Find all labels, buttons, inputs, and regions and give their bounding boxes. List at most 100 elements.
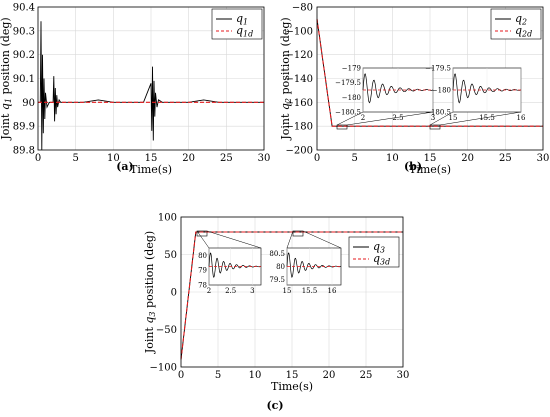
zoom-connector [196,230,210,249]
y-tick-label: 90.2 [13,50,35,61]
legend-entry-1: q3d [373,252,390,267]
x-tick-label: 10 [249,370,262,381]
zoom-connector [439,111,522,126]
chart-1: 0 5 10 15 20 25 30 −200 −180 −160 −140 −120 −100 −80 T… [279,3,549,177]
inset-y-tick-label: −180.5 [335,109,361,117]
inset-x-tick-label: 15.5 [479,114,495,122]
inset-x-tick-label: 2 [207,287,211,295]
legend-box [211,8,263,40]
inset-y-tick-label: 78 [198,282,207,290]
y-tick-label: 90.4 [13,3,35,14]
y-tick-label: 90 [22,98,35,109]
x-tick-label: 20 [461,153,474,164]
inset-x-tick-label: 3 [250,287,254,295]
y-tick-label: 0 [171,288,177,299]
y-tick-label: 100 [158,213,177,224]
legend-box [348,236,400,268]
inset-x-tick-label: 2 [361,114,365,122]
inset-y-tick-label: 80 [276,263,285,271]
zoom-connector [206,230,262,249]
x-tick-label: 25 [360,370,373,381]
inset-series-actual [452,73,522,104]
x-tick-label: 20 [323,370,336,381]
y-tick-label: −100 [286,26,313,37]
y-axis-label: Joint q2 position (deg) [279,17,293,140]
legend-box [490,8,542,40]
inset-y-tick-label: −179.5 [425,65,451,73]
y-tick-label: −50 [156,325,177,336]
y-tick-label: −200 [286,146,313,157]
legend-entry-1: q2d [515,24,532,39]
y-axis-label: Joint q3 position (deg) [143,231,157,354]
x-tick-label: 10 [386,153,399,164]
x-tick-label: 15 [424,153,437,164]
y-axis-label: Joint q1 position (deg) [0,17,13,140]
x-tick-label: 25 [220,153,233,164]
y-tick-label: 89.8 [13,146,35,157]
inset-y-tick-label: −179 [342,65,361,73]
x-tick-label: 0 [178,370,184,381]
x-tick-label: 0 [314,153,320,164]
zoom-box [336,124,348,130]
panel-label: (a) [116,160,134,173]
x-tick-label: 5 [72,153,78,164]
y-tick-label: −180 [286,122,313,133]
inset-0: 2 2.5 3 80 79 78 [196,230,262,295]
inset-0: 2 2.5 3 −179 −179.5 −180 −180.5 [335,65,435,130]
y-tick-label: −120 [286,50,313,61]
inset-x-tick-label: 15.5 [302,287,318,295]
x-tick-label: 5 [215,370,221,381]
x-tick-label: 20 [182,153,195,164]
x-tick-label: 30 [258,153,271,164]
inset-y-tick-label: −180.5 [425,109,451,117]
y-tick-label: −100 [150,363,177,374]
axes-frame [316,6,544,151]
zoom-connector [286,230,294,249]
zoom-box [429,124,441,130]
inset-x-tick-label: 16 [517,114,526,122]
y-tick-label: −140 [286,74,313,85]
zoom-connector [302,230,342,249]
inset-y-tick-label: 80.5 [269,250,285,258]
y-tick-label: −80 [292,3,313,14]
x-axis-label: Time(s) [271,380,313,393]
y-tick-label: 90.3 [13,26,35,37]
y-tick-label: −160 [286,98,313,109]
x-tick-label: 15 [286,370,299,381]
inset-y-tick-label: −180 [432,87,451,95]
inset-x-tick-label: 3 [431,114,435,122]
chart-2: 0 5 10 15 20 25 30 −100 −50 0 50 100 Time(s) Joint q3… [143,213,409,413]
panel-label: (c) [266,399,283,412]
chart-0: 0 5 10 15 20 25 30 89.8 89.9 90 90.1 90.2 90.3 90.4 Ti… [0,3,270,177]
inset-y-tick-label: 79 [198,267,207,275]
x-tick-label: 30 [537,153,550,164]
inset-y-tick-label: 79.5 [269,276,285,284]
x-tick-label: 30 [397,370,410,381]
x-axis-label: Time(s) [409,163,451,176]
inset-y-tick-label: −179.5 [335,79,361,87]
zoom-connector [346,111,434,126]
zoom-connector [429,111,454,126]
inset-y-tick-label: 80 [198,252,207,260]
inset-x-tick-label: 2.5 [392,114,403,122]
x-tick-label: 10 [107,153,120,164]
inset-y-tick-label: −180 [342,94,361,102]
y-tick-label: 89.9 [13,122,35,133]
x-tick-label: 25 [499,153,512,164]
inset-1: 15 15.5 16 −179.5 −180 −180.5 [425,65,526,130]
panel-label: (b) [404,160,422,173]
y-tick-label: 90.1 [13,74,35,85]
inset-x-tick-label: 2.5 [225,287,236,295]
series-line-q3d [180,231,403,360]
inset-x-tick-label: 15 [283,287,292,295]
legend-entry-1: q1d [236,24,253,39]
x-tick-label: 5 [351,153,357,164]
zoom-box [292,230,304,237]
legend-entry-0: q1 [236,12,248,27]
inset-x-tick-label: 15 [449,114,458,122]
x-tick-label: 0 [35,153,41,164]
